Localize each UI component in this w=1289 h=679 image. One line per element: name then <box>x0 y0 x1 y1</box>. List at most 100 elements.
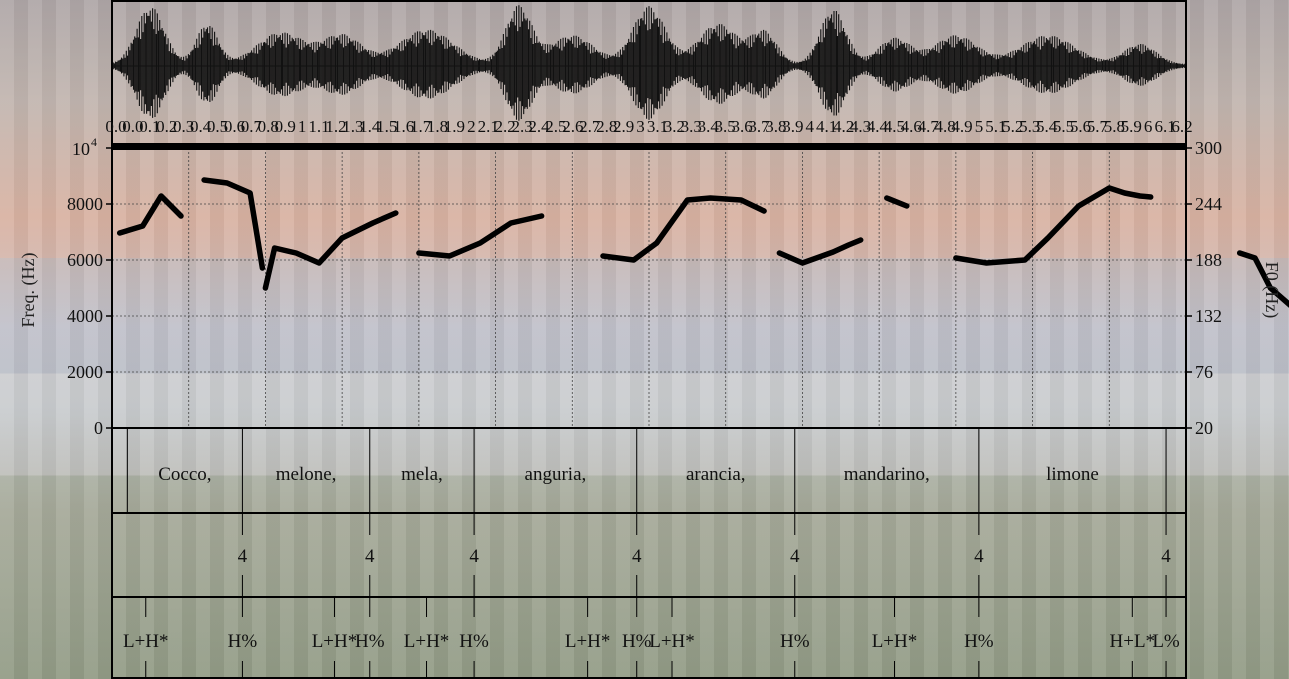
waveform <box>111 5 1187 121</box>
time-tick-label: 5.9 <box>1121 117 1142 136</box>
time-tick-label: 2.2 <box>495 117 516 136</box>
frequency-axis: 0 2000 4000 6000 8000 10 4 <box>67 135 112 438</box>
tone-label: L+H* <box>565 631 611 652</box>
time-tick-label: 5.8 <box>1104 117 1125 136</box>
time-tick-label: 0.9 <box>275 117 296 136</box>
time-tick-label: 0.3 <box>173 117 194 136</box>
break-label: 4 <box>365 546 375 567</box>
freq-tick-label: 8000 <box>67 194 103 214</box>
time-tick-label: 0.1 <box>139 117 160 136</box>
time-tick-label: 4.3 <box>850 117 871 136</box>
tone-label: H% <box>622 631 652 652</box>
time-tick-label: 3.1 <box>647 117 668 136</box>
time-tick-label: 1.8 <box>427 117 448 136</box>
time-tick-label: 4.4 <box>867 117 889 136</box>
tone-label: L+H* <box>649 631 695 652</box>
time-tick-label: 3.9 <box>782 117 803 136</box>
time-axis-ticks: 0.00.00.10.20.30.40.50.60.70.80.9 1 1.11.2… <box>105 117 1193 150</box>
time-tick-label: 0.6 <box>224 117 245 136</box>
time-tick-label: 4 <box>805 117 814 136</box>
time-tick-label: 5.2 <box>1002 117 1023 136</box>
tones-tier: L+H* H% L+H*H% L+H* H% L+H* H%L+H* H% L+H* H% H+L*… <box>123 597 1180 679</box>
time-tick-label: 2.7 <box>579 117 601 136</box>
break-label: 4 <box>632 546 642 567</box>
pitch-segment <box>116 193 184 236</box>
time-tick-label: 4.7 <box>918 117 940 136</box>
time-tick-label: 5 <box>975 117 984 136</box>
time-tick-label: 2.3 <box>511 117 532 136</box>
time-tick-label: 0.4 <box>190 117 212 136</box>
pitch-segment <box>262 210 399 291</box>
time-axis-band <box>112 143 1186 150</box>
time-tick-label: 0.7 <box>241 117 263 136</box>
time-tick-label: 2 <box>467 117 476 136</box>
time-tick-label: 1.6 <box>393 117 414 136</box>
time-tick-label: 2.6 <box>562 117 583 136</box>
time-tick-label: 1.2 <box>325 117 346 136</box>
pitch-segment <box>1236 250 1289 308</box>
tone-label: L+H* <box>404 631 450 652</box>
time-tick-label: 3.2 <box>664 117 685 136</box>
word-label: melone, <box>276 464 337 485</box>
time-tick-label: 2.5 <box>545 117 566 136</box>
time-tick-label: 0.0 <box>122 117 143 136</box>
waveform-trace <box>111 5 1187 121</box>
word-label: anguria, <box>525 464 587 485</box>
time-tick-label: 1.5 <box>376 117 397 136</box>
time-tick-label: 3 <box>636 117 645 136</box>
break-label: 4 <box>469 546 479 567</box>
tone-label: L% <box>1152 631 1180 652</box>
break-index-tier: 4 4 4 4 4 4 4 <box>238 513 1171 597</box>
f0-tick-label: 132 <box>1195 306 1222 326</box>
outer-frame <box>111 0 1187 679</box>
tone-label: L+H* <box>312 631 358 652</box>
time-tick-label: 6.2 <box>1171 117 1192 136</box>
pitch-segment <box>953 185 1154 266</box>
time-tick-label: 2.8 <box>596 117 617 136</box>
word-label: limone <box>1046 464 1099 485</box>
freq-top-tick-exponent: 4 <box>91 135 97 149</box>
freq-top-tick-base: 10 <box>72 139 90 159</box>
freq-axis-label: Freq. (Hz) <box>18 253 39 328</box>
time-tick-label: 1.3 <box>342 117 363 136</box>
f0-tick-label: 20 <box>1195 418 1213 438</box>
f0-tick-label: 76 <box>1195 362 1213 382</box>
break-label: 4 <box>790 546 800 567</box>
time-tick-label: 4.2 <box>833 117 854 136</box>
word-label: mela, <box>401 464 443 485</box>
time-tick-label: 1.7 <box>410 117 432 136</box>
time-tick-label: 4.6 <box>901 117 922 136</box>
tone-label: H% <box>459 631 489 652</box>
tone-label: H% <box>228 631 258 652</box>
f0-tick-label: 244 <box>1195 194 1222 214</box>
f0-tick-label: 300 <box>1195 138 1222 158</box>
break-label: 4 <box>238 546 248 567</box>
time-tick-label: 5.6 <box>1070 117 1091 136</box>
break-label: 4 <box>1161 546 1171 567</box>
f0-axis-label: F0 (Hz) <box>1261 262 1282 319</box>
time-tick-label: 6.1 <box>1154 117 1175 136</box>
time-tick-label: 3.8 <box>765 117 786 136</box>
time-tick-label: 4.1 <box>816 117 837 136</box>
tone-label: H% <box>780 631 810 652</box>
pitch-segment <box>600 195 767 263</box>
time-tick-label: 1.9 <box>444 117 465 136</box>
time-tick-label: 5.5 <box>1053 117 1074 136</box>
freq-tick-label: 2000 <box>67 362 103 382</box>
panel-frames <box>111 0 1187 679</box>
tone-label: H% <box>355 631 385 652</box>
pitch-segment <box>776 237 864 266</box>
time-tick-label: 3.3 <box>681 117 702 136</box>
time-tick-label: 6 <box>1144 117 1153 136</box>
time-tick-label: 3.4 <box>698 117 720 136</box>
tone-label: L+H* <box>123 631 169 652</box>
time-tick-label: 5.4 <box>1036 117 1058 136</box>
time-tick-label: 4.8 <box>934 117 955 136</box>
tone-label: H+L* <box>1110 631 1156 652</box>
pitch-contour <box>116 177 1289 308</box>
time-tick-label: 4.5 <box>884 117 905 136</box>
time-tick-label: 5.1 <box>985 117 1006 136</box>
time-tick-label: 2.4 <box>528 117 550 136</box>
freq-tick-label: 4000 <box>67 306 103 326</box>
